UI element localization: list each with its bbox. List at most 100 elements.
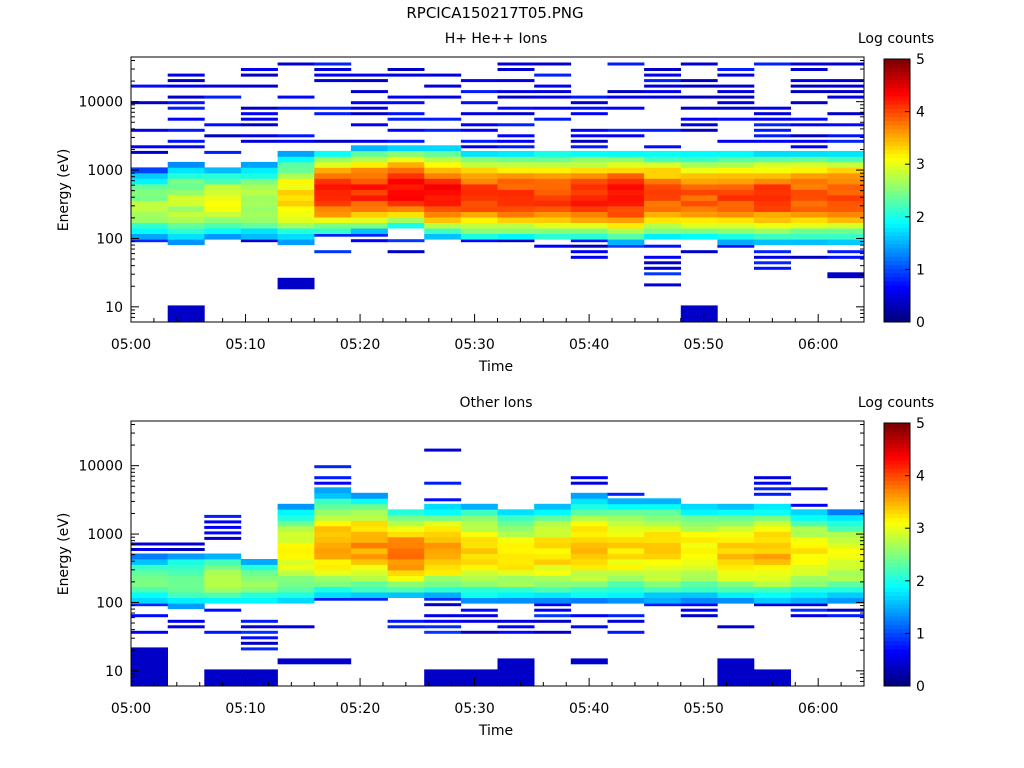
heatmap-cell: [754, 195, 791, 201]
heatmap-cell: [424, 619, 462, 623]
heatmap-cell: [240, 222, 278, 229]
heatmap-cell: [570, 211, 608, 218]
heatmap-cell: [680, 586, 718, 593]
heatmap-cell: [460, 239, 498, 243]
colorbar-step: [884, 427, 910, 432]
heatmap-cell: [754, 503, 791, 510]
heatmap-cell: [790, 536, 828, 543]
colorbar: Log counts 0 1 2 3 4 5: [858, 31, 934, 331]
heatmap-cell: [314, 514, 352, 521]
heatmap-cell: [827, 90, 865, 94]
heatmap-cell: [350, 222, 388, 229]
heatmap-cell: [570, 244, 608, 248]
heatmap-cell: [314, 542, 352, 549]
heatmap-cell: [680, 123, 718, 127]
heatmap-cell: [277, 536, 315, 543]
heatmap-cell: [607, 222, 645, 229]
heatmap-cell: [644, 222, 681, 229]
heatmap-cell: [424, 222, 462, 229]
heatmap-cell: [680, 156, 718, 163]
heatmap-cell: [570, 233, 608, 240]
colorbar-tick-label: 1: [916, 262, 925, 278]
heatmap-cell: [570, 200, 608, 207]
heatmap-cell: [827, 150, 865, 157]
heatmap-cell: [314, 503, 352, 510]
heatmap-cell: [827, 570, 865, 576]
heatmap-cell: [204, 630, 242, 634]
y-tick-label: 10000: [78, 95, 123, 111]
heatmap-cell: [240, 592, 278, 598]
heatmap-cell: [570, 255, 608, 259]
heatmap-cell: [350, 106, 388, 110]
colorbar-step: [884, 309, 910, 315]
colorbar-step: [884, 137, 910, 142]
heatmap-cell: [204, 669, 242, 676]
heatmap-cell: [387, 548, 425, 554]
heatmap-cell: [497, 161, 535, 168]
heatmap-cell: [460, 184, 498, 190]
heatmap-cell: [497, 559, 535, 565]
colorbar-step: [884, 289, 910, 294]
heatmap-cell: [460, 542, 498, 549]
heatmap-cell: [680, 189, 718, 196]
heatmap-cell: [314, 200, 352, 207]
colorbar-step: [884, 206, 910, 212]
heatmap-cell: [167, 145, 205, 149]
heatmap-cell: [497, 68, 535, 71]
heatmap-cell: [754, 520, 791, 527]
heatmap-cell: [717, 592, 755, 598]
heatmap-cell: [314, 481, 352, 485]
heatmap-cell: [570, 525, 608, 532]
heatmap-cell: [790, 575, 828, 582]
heatmap-cell: [717, 542, 755, 549]
heatmap-cell: [497, 200, 535, 207]
heatmap-cell: [424, 200, 462, 207]
heatmap-cell: [460, 112, 498, 116]
colorbar-step: [884, 644, 910, 650]
heatmap-cell: [424, 84, 462, 88]
heatmap-cell: [754, 239, 791, 246]
heatmap-cell: [790, 239, 828, 246]
heatmap-cell: [131, 211, 168, 218]
heatmap-cell: [827, 509, 865, 516]
heatmap-cell: [607, 597, 645, 604]
heatmap-cell: [790, 62, 828, 66]
heatmap-cell: [790, 586, 828, 593]
heatmap-cell: [680, 592, 718, 598]
heatmap-cell: [534, 559, 572, 565]
y-tick-label: 10: [105, 664, 123, 680]
heatmap-cell: [607, 570, 645, 576]
heatmap-cell: [131, 228, 168, 234]
heatmap-cell: [387, 128, 425, 132]
heatmap-cell: [570, 542, 608, 549]
heatmap-cell: [534, 531, 572, 538]
heatmap-cell: [350, 503, 388, 510]
heatmap-cell: [754, 172, 791, 179]
colorbar-step: [884, 297, 910, 302]
heatmap-cell: [424, 542, 462, 549]
heatmap-cell: [350, 73, 388, 77]
colorbar-frame: [883, 58, 911, 323]
heatmap-cell: [644, 90, 681, 94]
x-tick-label: 05:20: [340, 337, 380, 353]
heatmap-cell: [167, 305, 205, 312]
heatmap-cell: [570, 106, 608, 110]
heatmap-cell: [717, 68, 755, 71]
heatmap-cell: [680, 581, 718, 587]
heatmap-cell: [644, 211, 681, 218]
heatmap-cell: [460, 525, 498, 532]
heatmap-cell: [460, 509, 498, 516]
heatmap-cell: [790, 145, 828, 149]
heatmap-cell: [460, 608, 498, 612]
heatmap-cell: [534, 603, 572, 607]
heatmap-cell: [240, 619, 278, 623]
colorbar-step: [884, 157, 910, 163]
heatmap-cell: [240, 680, 278, 687]
heatmap-cell: [350, 498, 388, 505]
heatmap-cell: [277, 167, 315, 174]
heatmap-cell: [424, 189, 462, 196]
heatmap-cell: [350, 184, 388, 190]
colorbar-step: [884, 202, 910, 208]
heatmap-cell: [497, 123, 535, 127]
